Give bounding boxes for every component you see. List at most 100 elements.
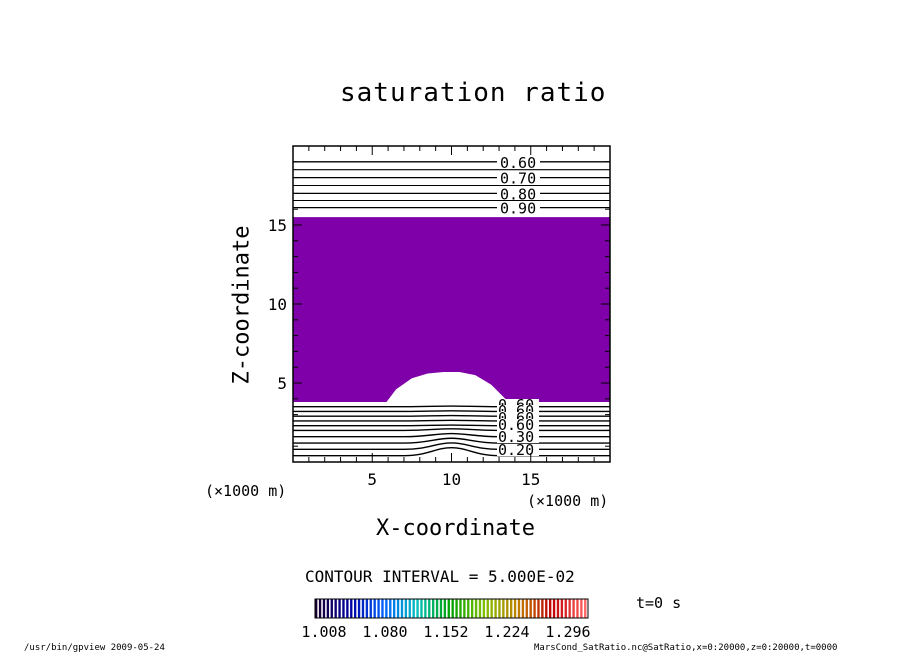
contour-label-bg [497, 444, 539, 456]
y-tick-label: 5 [277, 374, 287, 393]
colorbar-stripe [502, 599, 505, 618]
colorbar-stripe [385, 599, 388, 618]
colorbar-stripe [338, 599, 341, 618]
colorbar-stripe [494, 599, 497, 618]
contour-label: 0.90 [500, 200, 536, 218]
contour-line [293, 428, 610, 432]
colorbar-stripe [342, 599, 345, 618]
colorbar-stripe [369, 599, 372, 618]
colorbar-stripe [467, 599, 470, 618]
colorbar-stripe [556, 599, 560, 618]
colorbar-frame [314, 598, 589, 619]
colorbar-stripe [529, 599, 532, 618]
colorbar-stripe [517, 599, 521, 618]
colorbar-stripe [428, 599, 431, 618]
colorbar-stripe [478, 599, 482, 618]
time-label: t=0 s [636, 594, 682, 612]
colorbar-stripe [552, 599, 556, 618]
x-axis-label: X-coordinate [376, 516, 535, 541]
colorbar-stripe [435, 599, 439, 618]
colorbar-stripe [486, 599, 489, 618]
x-tick-label: 10 [442, 470, 461, 489]
filled-region [293, 217, 610, 402]
colorbar-stripe [330, 599, 333, 618]
contour-line [293, 405, 610, 408]
contour-interval-text: CONTOUR INTERVAL = 5.000E-02 [305, 567, 575, 586]
y-tick-label: 10 [268, 295, 287, 314]
colorbar-stripe [474, 599, 478, 618]
colorbar-tick-label: 1.296 [545, 623, 590, 641]
colorbar-stripe [572, 599, 575, 618]
colorbar-stripe [513, 599, 517, 618]
colorbar-stripe [439, 599, 443, 618]
colorbar-stripe [541, 599, 544, 618]
contour-label: 0.20 [498, 441, 534, 459]
y-axis-label: Z-coordinate [229, 225, 255, 385]
colorbar-stripe [533, 599, 536, 618]
colorbar-stripe [498, 599, 501, 618]
colorbar-stripe [389, 599, 392, 618]
colorbar-tick-label: 1.080 [362, 623, 407, 641]
colorbar-stripe [424, 599, 427, 618]
colorbar-stripe [346, 599, 349, 618]
colorbar-stripe [510, 599, 513, 618]
colorbar-tick-label: 1.152 [423, 623, 468, 641]
colorbar-stripe [568, 599, 571, 618]
colorbar-stripe [564, 599, 567, 618]
colorbar-stripe [580, 599, 583, 618]
colorbar-stripe [373, 599, 376, 618]
contour-label: 0.80 [500, 185, 536, 203]
colorbar-stripe [463, 599, 466, 618]
colorbar-stripe [361, 599, 365, 618]
contour-label: 0.70 [500, 170, 536, 188]
contour-line [293, 442, 610, 451]
colorbar-stripe [549, 599, 552, 618]
colorbar-stripe [506, 599, 509, 618]
colorbar-stripe [455, 599, 458, 618]
contour-label: 0.30 [498, 428, 534, 446]
colorbar-stripe [334, 599, 337, 618]
x-unit-label: (×1000 m) [527, 492, 609, 510]
colorbar-stripe [521, 599, 525, 618]
colorbar-stripe [560, 599, 564, 618]
colorbar-tick-label: 1.224 [484, 623, 529, 641]
colorbar-stripe [451, 599, 454, 618]
colorbar-stripe [525, 599, 528, 618]
colorbar-stripe [357, 599, 361, 618]
colorbar-stripe [420, 599, 423, 618]
colorbar-stripe [443, 599, 447, 618]
contour-line [293, 410, 610, 413]
footer-right: MarsCond_SatRatio.nc@SatRatio,x=0:20000,… [534, 643, 838, 653]
y-unit-label: (×1000 m) [205, 482, 287, 500]
colorbar-stripe [471, 599, 474, 618]
colorbar-stripe [396, 599, 400, 618]
colorbar-stripe [408, 599, 411, 618]
colorbar-stripe [377, 599, 380, 618]
colorbar-stripe [400, 599, 404, 618]
chart-title: saturation ratio [340, 78, 607, 108]
colorbar-stripe [322, 599, 326, 618]
colorbar-stripe [584, 599, 587, 618]
x-tick-label: 5 [367, 470, 377, 489]
colorbar-stripe [315, 599, 318, 618]
x-tick-label: 15 [521, 470, 540, 489]
colorbar-stripe [381, 599, 384, 618]
colorbar-stripe [326, 599, 330, 618]
contour-line [293, 424, 610, 427]
colorbar-stripe [354, 599, 357, 618]
colorbar-stripe [404, 599, 408, 618]
contour-label: 0.60 [500, 154, 536, 172]
contour-label-bg [497, 431, 539, 443]
contour-line [293, 414, 610, 417]
colorbar-stripe [576, 599, 579, 618]
contour-line [293, 437, 610, 444]
footer-left: /usr/bin/gpview 2009-05-24 [24, 643, 165, 653]
colorbar-stripe [416, 599, 419, 618]
contour-line [293, 432, 610, 438]
y-tick-label: 15 [268, 216, 287, 235]
colorbar-stripe [482, 599, 486, 618]
colorbar-stripe [432, 599, 435, 618]
contour-label: 0.60 [498, 416, 534, 434]
contour-line [293, 419, 610, 422]
